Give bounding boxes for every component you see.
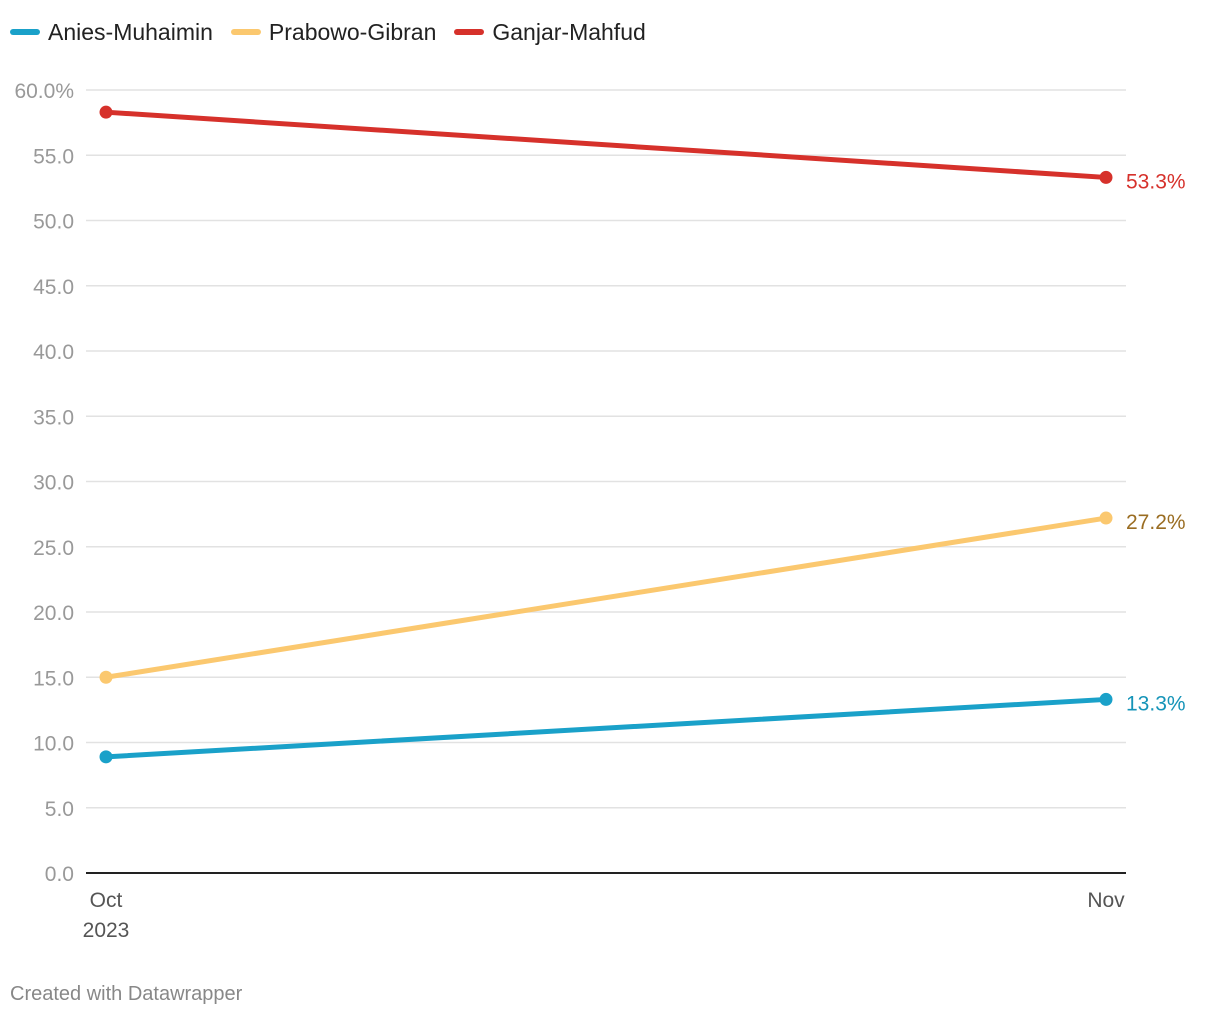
series-line [103, 515, 1109, 680]
x-tick-label: Oct [90, 889, 123, 912]
x-tick-sublabel: 2023 [83, 919, 130, 942]
legend-label: Ganjar-Mahfud [492, 18, 646, 45]
series-line [103, 696, 1109, 760]
y-tick-label: 60.0% [14, 80, 74, 103]
y-tick-label: 30.0 [33, 472, 74, 495]
x-tick-label: Nov [1087, 889, 1125, 912]
y-tick-label: 10.0 [33, 733, 74, 756]
data-point [99, 750, 113, 764]
data-point [1099, 170, 1113, 184]
y-tick-label: 25.0 [33, 537, 74, 560]
data-point [99, 105, 113, 119]
legend-item: Anies-Muhaimin [10, 19, 213, 46]
data-point [1099, 511, 1113, 525]
y-tick-label: 55.0 [33, 145, 74, 168]
y-tick-label: 15.0 [33, 667, 74, 690]
legend-swatch [454, 29, 485, 35]
data-label: 13.3% [1126, 692, 1186, 715]
y-tick-label: 35.0 [33, 406, 74, 429]
legend-swatch [10, 29, 40, 35]
data-label: 27.2% [1126, 511, 1186, 534]
legend-label: Anies-Muhaimin [48, 18, 213, 45]
y-tick-label: 0.0 [45, 863, 74, 886]
credit-text: Created with Datawrapper [10, 983, 243, 1005]
legend-item: Ganjar-Mahfud [454, 18, 646, 46]
data-point [1099, 692, 1113, 706]
y-tick-label: 5.0 [45, 798, 74, 821]
legend-swatch [230, 29, 261, 35]
legend-item: Prabowo-Gibran [230, 18, 437, 46]
legend-label: Prabowo-Gibran [268, 18, 437, 45]
y-tick-label: 40.0 [33, 341, 74, 364]
y-tick-label: 20.0 [33, 602, 74, 625]
series-line [103, 109, 1109, 180]
y-tick-label: 50.0 [33, 211, 74, 234]
legend: Anies-Muhaimin Prabowo-Gibran Ganjar-Mahfu… [10, 16, 646, 48]
y-tick-label: 45.0 [33, 276, 74, 299]
data-point [99, 670, 113, 684]
data-label: 53.3% [1126, 170, 1186, 193]
